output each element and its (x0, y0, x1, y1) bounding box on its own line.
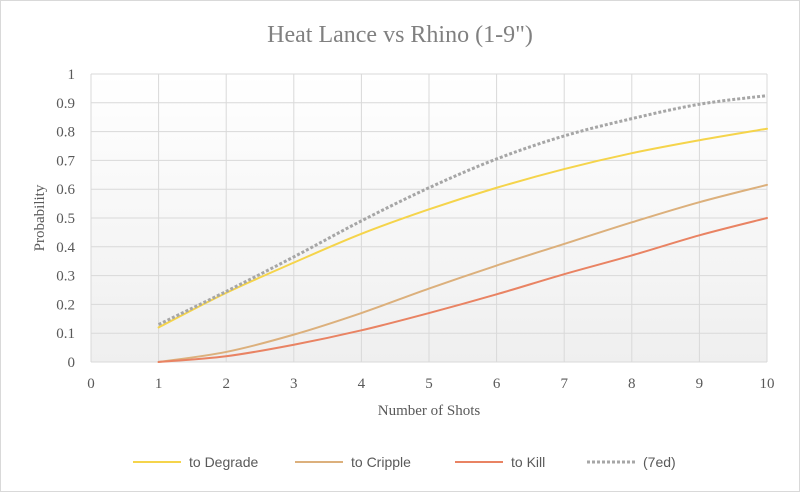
legend: to Degrade to Cripple to Kill (7ed) (133, 454, 676, 470)
y-tick-label: 1 (68, 67, 76, 83)
x-tick-label: 3 (290, 376, 298, 392)
x-tick-label: 7 (560, 376, 568, 392)
y-tick-label: 0.9 (56, 96, 75, 112)
x-tick-label: 4 (358, 376, 366, 392)
x-tick-label: 5 (425, 376, 433, 392)
x-tick-label: 0 (87, 376, 95, 392)
y-tick-label: 0.7 (56, 153, 75, 169)
series-line-to-kill (157, 217, 768, 363)
y-axis-label: Probability (32, 184, 48, 251)
chart-title: Heat Lance vs Rhino (1-9") (267, 22, 533, 48)
x-tick-label: 1 (155, 376, 163, 392)
x-axis-label: Number of Shots (378, 403, 481, 419)
y-tick-label: 0.5 (56, 211, 75, 227)
series-line-7ed (157, 94, 768, 326)
y-axis-ticks: 0 0.1 0.2 0.3 0.4 0.5 0.6 0.7 0.8 0.9 1 (56, 67, 75, 371)
y-tick-label: 0.4 (56, 240, 75, 256)
series-lines (157, 94, 768, 363)
y-tick-label: 0 (68, 355, 76, 371)
y-tick-label: 0.6 (56, 182, 75, 198)
x-tick-label: 10 (760, 376, 775, 392)
series-line-to-degrade (157, 127, 768, 329)
series-line-to-cripple (157, 183, 768, 363)
y-tick-label: 0.3 (56, 269, 75, 285)
x-axis-ticks: 0 1 2 3 4 5 6 7 8 9 10 (87, 376, 774, 392)
legend-label: to Cripple (351, 454, 411, 470)
legend-label: to Degrade (189, 454, 258, 470)
y-tick-label: 0.2 (56, 297, 75, 313)
x-tick-label: 9 (696, 376, 704, 392)
y-tick-label: 0.8 (56, 125, 75, 141)
legend-label: to Kill (511, 454, 545, 470)
x-tick-label: 8 (628, 376, 636, 392)
x-tick-label: 2 (222, 376, 230, 392)
legend-label: (7ed) (643, 454, 676, 470)
y-tick-label: 0.1 (56, 326, 75, 342)
x-tick-label: 6 (493, 376, 501, 392)
